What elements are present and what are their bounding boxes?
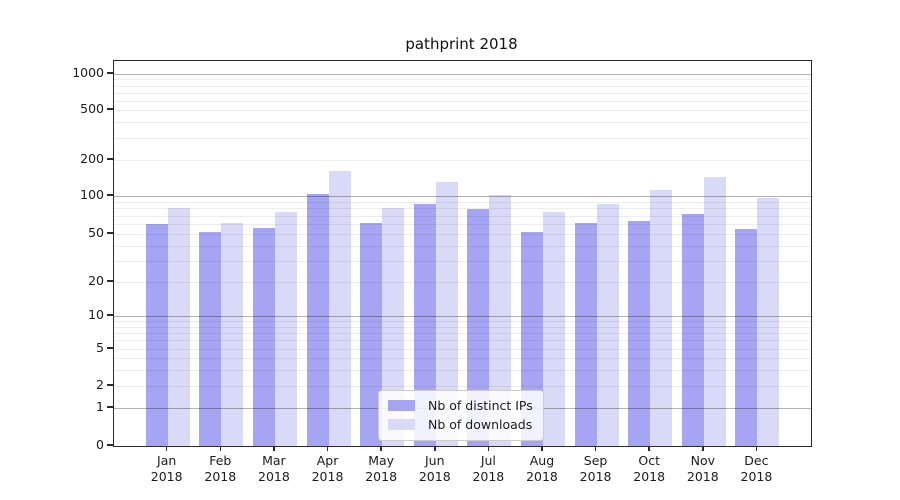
y-tick-mark — [107, 194, 113, 196]
plot-area: Nb of distinct IPs Nb of downloads — [113, 60, 812, 447]
x-tick-label-oct: Oct 2018 — [633, 453, 666, 484]
bar-downloads-aug — [542, 211, 565, 446]
y-tick-mark — [107, 384, 113, 386]
y-tick-mark — [107, 347, 113, 349]
y-tick-label: 2 — [96, 377, 104, 392]
legend-swatch-downloads — [388, 419, 415, 430]
x-tick-mark — [326, 446, 329, 451]
y-tick-label: 5 — [96, 340, 104, 355]
bar-downloads-oct — [650, 190, 673, 446]
y-tick-mark — [107, 444, 113, 446]
bar-distinct-ips-dec — [735, 228, 758, 446]
x-tick-mark — [702, 446, 704, 451]
bar-distinct-ips-feb — [199, 231, 222, 446]
x-tick-label-dec: Dec 2018 — [740, 453, 773, 484]
y-tick-label: 0 — [96, 437, 104, 452]
bar-distinct-ips-mar — [252, 227, 275, 446]
legend-swatch-distinct-ips — [388, 400, 415, 411]
y-tick-label: 1 — [96, 399, 104, 414]
bar-downloads-nov — [703, 176, 726, 446]
legend-label-downloads: Nb of downloads — [428, 417, 533, 432]
bar-distinct-ips-jun — [413, 204, 436, 446]
bar-downloads-jan — [167, 208, 190, 446]
y-tick-label: 500 — [80, 101, 104, 116]
y-tick-mark — [107, 158, 113, 160]
y-tick-label: 10 — [88, 307, 104, 322]
bar-downloads-mar — [274, 211, 297, 446]
y-tick-mark — [107, 280, 113, 282]
y-tick-mark — [107, 72, 113, 74]
y-tick-mark — [107, 406, 113, 408]
chart-title: pathprint 2018 — [405, 35, 518, 53]
bar-downloads-sep — [596, 203, 619, 446]
legend: Nb of distinct IPs Nb of downloads — [378, 390, 544, 441]
y-tick-label: 50 — [88, 225, 104, 240]
x-tick-label-aug: Aug 2018 — [526, 453, 558, 484]
x-tick-mark — [755, 446, 758, 451]
x-tick-mark — [273, 446, 275, 451]
x-tick-label-feb: Feb 2018 — [204, 453, 237, 484]
x-tick-label-jul: Jul 2018 — [472, 453, 505, 484]
bar-distinct-ips-oct — [628, 221, 651, 446]
y-tick-mark — [107, 232, 113, 234]
bar-downloads-feb — [221, 223, 244, 446]
x-tick-mark — [594, 446, 597, 451]
bar-distinct-ips-sep — [574, 223, 597, 446]
bar-distinct-ips-apr — [306, 194, 329, 446]
bar-downloads-dec — [757, 198, 780, 446]
bar-downloads-jul — [489, 195, 512, 446]
x-tick-label-jan: Jan 2018 — [150, 453, 183, 484]
y-tick-label: 200 — [80, 151, 104, 166]
x-tick-mark — [380, 446, 382, 451]
y-tick-mark — [107, 108, 113, 110]
y-tick-label: 100 — [80, 187, 104, 202]
y-tick-mark — [107, 314, 113, 316]
x-tick-mark — [487, 446, 490, 451]
legend-item-distinct-ips: Nb of distinct IPs — [388, 398, 533, 413]
x-tick-mark — [165, 446, 168, 451]
bar-downloads-may — [382, 208, 405, 446]
legend-label-distinct-ips: Nb of distinct IPs — [428, 398, 533, 413]
x-tick-mark — [219, 446, 222, 451]
bar-distinct-ips-jul — [467, 208, 490, 446]
bar-distinct-ips-may — [360, 223, 383, 446]
bars-layer — [114, 61, 811, 446]
y-tick-label: 20 — [88, 273, 104, 288]
legend-item-downloads: Nb of downloads — [388, 417, 533, 432]
x-tick-label-nov: Nov 2018 — [686, 453, 719, 484]
x-tick-label-may: May 2018 — [365, 453, 398, 484]
x-tick-mark — [541, 446, 543, 451]
x-tick-mark — [434, 446, 436, 451]
x-tick-label-jun: Jun 2018 — [418, 453, 451, 484]
x-tick-label-apr: Apr 2018 — [311, 453, 344, 484]
y-tick-label: 1000 — [72, 65, 104, 80]
x-tick-label-mar: Mar 2018 — [258, 453, 290, 484]
x-tick-label-sep: Sep 2018 — [579, 453, 612, 484]
bar-distinct-ips-nov — [681, 214, 704, 446]
bar-distinct-ips-jan — [145, 224, 168, 446]
x-tick-mark — [648, 446, 650, 451]
bar-downloads-jun — [435, 182, 458, 446]
bar-downloads-apr — [328, 170, 351, 446]
